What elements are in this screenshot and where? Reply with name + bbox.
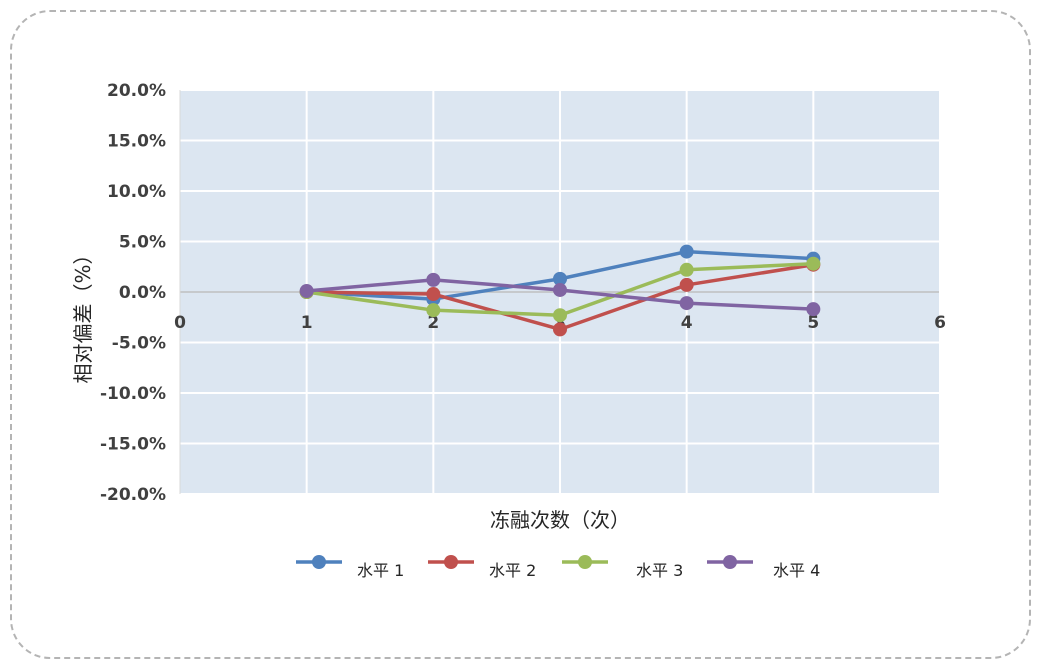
data-point: [806, 302, 821, 317]
y-tick-label: 5.0%: [119, 233, 166, 253]
data-point: [553, 308, 567, 323]
legend-swatch-marker: [312, 555, 326, 569]
data-point: [679, 262, 694, 277]
data-point: [679, 244, 694, 259]
legend-label: 水平 1: [357, 561, 404, 580]
y-axis-title: 相对偏差（%）: [71, 244, 95, 383]
y-tick-label: 20.0%: [107, 81, 166, 101]
legend-item: 水平 4: [707, 555, 820, 580]
data-point: [426, 287, 441, 302]
y-axis-ticks: 20.0% 15.0% 10.0% 5.0% 0.0% -5.0% -10.0% -15.0%…: [100, 81, 166, 505]
y-tick-label: 10.0%: [107, 182, 166, 202]
data-point: [299, 283, 314, 298]
data-point: [426, 303, 441, 318]
x-tick-label: 2: [427, 313, 439, 333]
y-tick-label: -15.0%: [100, 435, 166, 455]
y-tick-label: -5.0%: [112, 334, 166, 354]
data-point: [679, 296, 694, 311]
legend-item: 水平 1: [296, 555, 404, 580]
series-4: [299, 272, 821, 317]
x-axis-title: 冻融次数（次）: [490, 508, 630, 532]
data-point: [553, 282, 567, 297]
legend-label: 水平 3: [636, 561, 683, 580]
x-tick-label: 5: [807, 313, 819, 333]
legend-label: 水平 2: [489, 561, 536, 580]
legend-label: 水平 4: [773, 561, 820, 580]
x-tick-label: 0: [174, 313, 186, 333]
legend-item: 水平 3: [562, 555, 683, 580]
legend-swatch-marker: [578, 555, 592, 569]
y-tick-label: 15.0%: [107, 132, 166, 152]
chart-frame: [10, 10, 1031, 659]
x-tick-label: 4: [681, 313, 693, 333]
x-tick-label: 6: [934, 313, 946, 333]
data-point: [806, 256, 821, 271]
data-point: [679, 277, 694, 292]
legend: 水平 1 水平 2 水平 3 水平 4: [296, 555, 820, 580]
x-tick-label: 1: [301, 313, 313, 333]
legend-swatch-marker: [723, 555, 737, 569]
y-tick-label: -20.0%: [100, 485, 166, 505]
y-tick-label: 0.0%: [119, 283, 166, 303]
y-tick-label: -10.0%: [100, 384, 166, 404]
data-point: [553, 322, 567, 337]
legend-swatch-marker: [444, 555, 458, 569]
data-point: [553, 271, 567, 286]
series-layer: [299, 244, 821, 337]
legend-item: 水平 2: [428, 555, 536, 580]
data-point: [426, 272, 441, 287]
